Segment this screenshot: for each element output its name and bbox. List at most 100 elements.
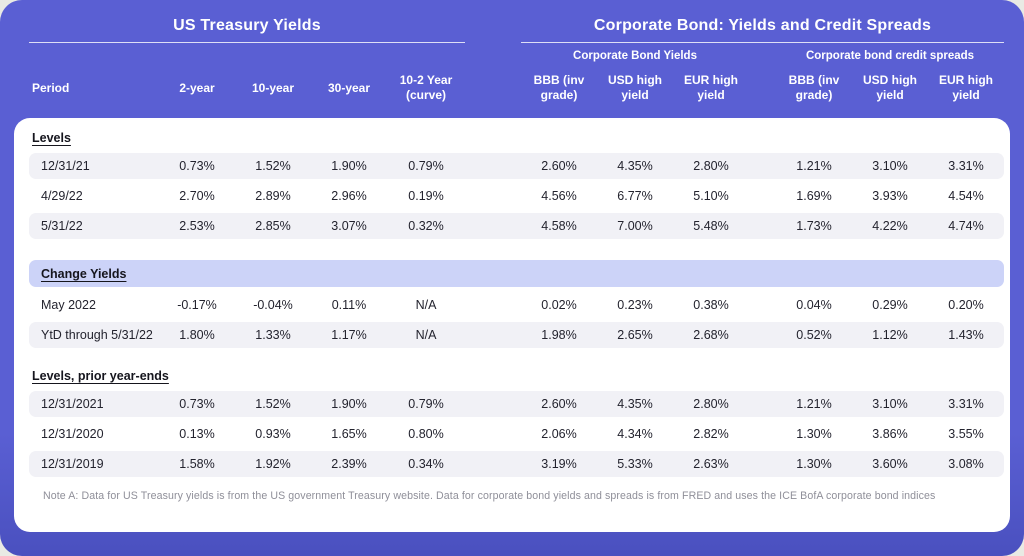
value-cell: 3.31% bbox=[948, 397, 984, 411]
value-cell: 0.19% bbox=[408, 189, 444, 203]
value-cell: 5.48% bbox=[693, 219, 729, 233]
value-cell: 6.77% bbox=[617, 189, 653, 203]
column-header: EUR high yield bbox=[684, 73, 738, 102]
value-cell: 5.10% bbox=[693, 189, 729, 203]
value-cell: -0.04% bbox=[253, 298, 293, 312]
value-cell: 3.19% bbox=[541, 457, 577, 471]
corporate-title-rule bbox=[521, 42, 1004, 43]
column-header: 10-year bbox=[251, 80, 295, 95]
value-cell: 4.54% bbox=[948, 189, 984, 203]
credit-spreads-subheader: Corporate bond credit spreads bbox=[805, 50, 975, 62]
value-cell: 0.29% bbox=[872, 298, 908, 312]
value-cell: 4.58% bbox=[541, 219, 577, 233]
section: Change Yields May 2022 -0.17% -0.04% 0.11% N/… bbox=[29, 260, 1004, 348]
column-header-row: Period 2-year 10-year 30-year 10-2 Year (cur… bbox=[29, 66, 1004, 110]
period-cell: 12/31/21 bbox=[41, 159, 90, 173]
data-card: Levels 12/31/21 0.73% 1.52% 1.90% 0.79% 2.60% 4… bbox=[14, 118, 1010, 532]
section: Levels 12/31/21 0.73% 1.52% 1.90% 0.79% 2.60% 4… bbox=[29, 131, 1004, 239]
value-cell: 0.02% bbox=[541, 298, 577, 312]
value-cell: 1.30% bbox=[796, 427, 832, 441]
value-cell: 1.52% bbox=[255, 159, 291, 173]
value-cell: 1.33% bbox=[255, 328, 291, 342]
period-cell: 12/31/2021 bbox=[41, 397, 104, 411]
section-title: Levels bbox=[29, 131, 1004, 145]
value-cell: 4.34% bbox=[617, 427, 653, 441]
value-cell: 3.10% bbox=[872, 159, 908, 173]
value-cell: 3.08% bbox=[948, 457, 984, 471]
value-cell: 1.69% bbox=[796, 189, 832, 203]
value-cell: -0.17% bbox=[177, 298, 217, 312]
value-cell: 0.79% bbox=[408, 397, 444, 411]
subgroup-row: Corporate Bond Yields Corporate bond cre… bbox=[29, 49, 1004, 64]
period-column-header: Period bbox=[32, 80, 70, 95]
value-cell: 2.70% bbox=[179, 189, 215, 203]
section-title-label: Levels bbox=[32, 131, 71, 145]
section-title-label: Levels, prior year-ends bbox=[32, 369, 169, 383]
period-cell: YtD through 5/31/22 bbox=[41, 328, 153, 342]
table-row: 12/31/2020 0.13% 0.93% 1.65% 0.80% 2.06% 4.34%… bbox=[29, 421, 1004, 447]
period-cell: May 2022 bbox=[41, 298, 96, 312]
value-cell: 2.63% bbox=[693, 457, 729, 471]
treasury-title-rule bbox=[29, 42, 465, 43]
column-header: EUR high yield bbox=[939, 73, 993, 102]
column-header: BBB (inv grade) bbox=[788, 73, 840, 102]
value-cell: 1.90% bbox=[331, 397, 367, 411]
treasury-section-title: US Treasury Yields bbox=[173, 17, 321, 34]
value-cell: 5.33% bbox=[617, 457, 653, 471]
column-header: USD high yield bbox=[863, 73, 917, 102]
value-cell: 2.60% bbox=[541, 397, 577, 411]
value-cell: 1.21% bbox=[796, 159, 832, 173]
table-row: 12/31/2021 0.73% 1.52% 1.90% 0.79% 2.60% 4.35%… bbox=[29, 391, 1004, 417]
value-cell: 1.92% bbox=[255, 457, 291, 471]
corporate-section-title: Corporate Bond: Yields and Credit Spread… bbox=[593, 17, 932, 34]
column-header: 2-year bbox=[179, 80, 215, 95]
table-row: 12/31/21 0.73% 1.52% 1.90% 0.79% 2.60% 4.35% 2.… bbox=[29, 153, 1004, 179]
value-cell: 3.93% bbox=[872, 189, 908, 203]
table-body: Levels 12/31/21 0.73% 1.52% 1.90% 0.79% 2.60% 4… bbox=[29, 131, 1004, 477]
corporate-bond-yields-subheader: Corporate Bond Yields bbox=[573, 50, 697, 62]
section: Levels, prior year-ends 12/31/2021 0.73% 1.… bbox=[29, 369, 1004, 477]
value-cell: 1.73% bbox=[796, 219, 832, 233]
period-cell: 4/29/22 bbox=[41, 189, 83, 203]
value-cell: 4.35% bbox=[617, 397, 653, 411]
value-cell: 3.07% bbox=[331, 219, 367, 233]
period-cell: 12/31/2020 bbox=[41, 427, 104, 441]
value-cell: 4.56% bbox=[541, 189, 577, 203]
value-cell: 2.53% bbox=[179, 219, 215, 233]
section-title: Levels, prior year-ends bbox=[29, 369, 1004, 383]
value-cell: 0.20% bbox=[948, 298, 984, 312]
table-row: May 2022 -0.17% -0.04% 0.11% N/A 0.02% 0.23% 0.… bbox=[29, 292, 1004, 318]
column-header: USD high yield bbox=[608, 73, 662, 102]
value-cell: 0.52% bbox=[796, 328, 832, 342]
value-cell: 2.65% bbox=[617, 328, 653, 342]
value-cell: 1.12% bbox=[872, 328, 908, 342]
title-row: US Treasury Yields Corporate Bond: Yield… bbox=[29, 13, 1004, 39]
value-cell: 1.90% bbox=[331, 159, 367, 173]
value-cell: 1.80% bbox=[179, 328, 215, 342]
table-row: 4/29/22 2.70% 2.89% 2.96% 0.19% 4.56% 6.77% 5.1… bbox=[29, 183, 1004, 209]
value-cell: 0.23% bbox=[617, 298, 653, 312]
value-cell: 3.60% bbox=[872, 457, 908, 471]
value-cell: 4.74% bbox=[948, 219, 984, 233]
value-cell: 2.89% bbox=[255, 189, 291, 203]
value-cell: 0.11% bbox=[331, 298, 367, 312]
value-cell: N/A bbox=[415, 298, 437, 312]
value-cell: 2.96% bbox=[331, 189, 367, 203]
value-cell: 4.35% bbox=[617, 159, 653, 173]
value-cell: 1.58% bbox=[179, 457, 215, 471]
value-cell: 2.06% bbox=[541, 427, 577, 441]
value-cell: 1.30% bbox=[796, 457, 832, 471]
value-cell: 1.17% bbox=[331, 328, 367, 342]
value-cell: 2.85% bbox=[255, 219, 291, 233]
value-cell: 1.21% bbox=[796, 397, 832, 411]
title-underline-row bbox=[29, 42, 1004, 43]
value-cell: 0.13% bbox=[179, 427, 215, 441]
value-cell: 1.65% bbox=[331, 427, 367, 441]
value-cell: 7.00% bbox=[617, 219, 653, 233]
value-cell: 3.31% bbox=[948, 159, 984, 173]
value-cell: 1.52% bbox=[255, 397, 291, 411]
value-cell: 0.38% bbox=[693, 298, 729, 312]
value-cell: 3.86% bbox=[872, 427, 908, 441]
value-cell: 2.82% bbox=[693, 427, 729, 441]
